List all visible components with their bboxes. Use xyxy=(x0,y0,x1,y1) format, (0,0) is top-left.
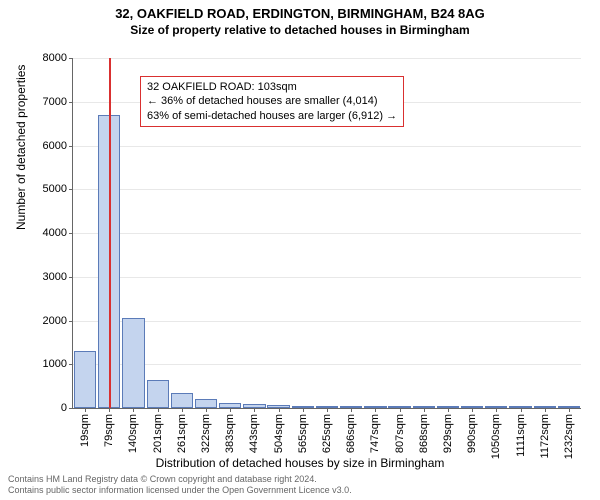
y-tick-label: 1000 xyxy=(43,358,67,370)
gridline xyxy=(73,364,581,365)
x-tick-mark xyxy=(375,408,376,412)
x-tick-label: 1050sqm xyxy=(490,414,502,459)
gridline xyxy=(73,321,581,322)
footer-line: Contains public sector information licen… xyxy=(8,485,352,496)
x-tick-label: 201sqm xyxy=(152,414,164,453)
x-tick-label: 747sqm xyxy=(369,414,381,453)
y-tick-mark xyxy=(69,321,73,322)
annotation-line: ← 36% of detached houses are smaller (4,… xyxy=(147,94,397,108)
y-tick-label: 8000 xyxy=(43,52,67,64)
x-tick-label: 807sqm xyxy=(394,414,406,453)
x-tick-label: 140sqm xyxy=(127,414,139,453)
x-tick-mark xyxy=(158,408,159,412)
gridline xyxy=(73,146,581,147)
plot-area: 01000200030004000500060007000800019sqm79… xyxy=(72,58,580,408)
x-tick-label: 322sqm xyxy=(200,414,212,453)
annotation-line: 63% of semi-detached houses are larger (… xyxy=(147,109,397,123)
x-tick-label: 79sqm xyxy=(103,414,115,447)
y-tick-mark xyxy=(69,58,73,59)
x-tick-mark xyxy=(472,408,473,412)
x-tick-label: 565sqm xyxy=(297,414,309,453)
x-tick-mark xyxy=(521,408,522,412)
annotation-box: 32 OAKFIELD ROAD: 103sqm← 36% of detache… xyxy=(140,76,404,127)
x-tick-mark xyxy=(303,408,304,412)
gridline xyxy=(73,277,581,278)
y-tick-label: 2000 xyxy=(43,315,67,327)
x-tick-mark xyxy=(351,408,352,412)
x-tick-mark xyxy=(569,408,570,412)
histogram-bar xyxy=(122,318,144,408)
property-marker-line xyxy=(109,58,111,408)
y-tick-label: 6000 xyxy=(43,140,67,152)
x-tick-label: 443sqm xyxy=(248,414,260,453)
x-tick-mark xyxy=(206,408,207,412)
x-axis-label: Distribution of detached houses by size … xyxy=(0,456,600,470)
x-tick-label: 1232sqm xyxy=(563,414,575,459)
y-tick-label: 0 xyxy=(61,402,67,414)
x-tick-mark xyxy=(400,408,401,412)
y-tick-mark xyxy=(69,364,73,365)
x-tick-label: 868sqm xyxy=(418,414,430,453)
x-tick-mark xyxy=(109,408,110,412)
gridline xyxy=(73,189,581,190)
y-tick-mark xyxy=(69,277,73,278)
x-tick-label: 383sqm xyxy=(224,414,236,453)
annotation-line: 32 OAKFIELD ROAD: 103sqm xyxy=(147,80,397,94)
x-tick-mark xyxy=(279,408,280,412)
footer-attribution: Contains HM Land Registry data © Crown c… xyxy=(8,474,352,496)
histogram-bar xyxy=(195,399,217,408)
y-tick-label: 3000 xyxy=(43,271,67,283)
x-tick-mark xyxy=(182,408,183,412)
x-tick-label: 686sqm xyxy=(345,414,357,453)
x-tick-label: 625sqm xyxy=(321,414,333,453)
footer-line: Contains HM Land Registry data © Crown c… xyxy=(8,474,352,485)
y-tick-mark xyxy=(69,189,73,190)
x-tick-label: 990sqm xyxy=(466,414,478,453)
histogram-bar xyxy=(74,351,96,408)
chart-container: 32, OAKFIELD ROAD, ERDINGTON, BIRMINGHAM… xyxy=(0,0,600,500)
y-tick-mark xyxy=(69,408,73,409)
x-tick-label: 19sqm xyxy=(79,414,91,447)
x-tick-mark xyxy=(424,408,425,412)
histogram-bar xyxy=(171,393,193,408)
chart-subtitle: Size of property relative to detached ho… xyxy=(0,21,600,37)
y-tick-label: 4000 xyxy=(43,227,67,239)
x-tick-mark xyxy=(448,408,449,412)
gridline xyxy=(73,58,581,59)
x-tick-mark xyxy=(85,408,86,412)
x-tick-mark xyxy=(230,408,231,412)
x-tick-label: 261sqm xyxy=(176,414,188,453)
x-tick-mark xyxy=(545,408,546,412)
gridline xyxy=(73,233,581,234)
x-tick-label: 1111sqm xyxy=(515,414,527,457)
y-tick-mark xyxy=(69,233,73,234)
chart-title: 32, OAKFIELD ROAD, ERDINGTON, BIRMINGHAM… xyxy=(0,0,600,21)
x-tick-mark xyxy=(327,408,328,412)
x-tick-mark xyxy=(496,408,497,412)
y-tick-mark xyxy=(69,146,73,147)
x-tick-label: 504sqm xyxy=(273,414,285,453)
x-tick-mark xyxy=(254,408,255,412)
x-tick-label: 929sqm xyxy=(442,414,454,453)
x-tick-mark xyxy=(133,408,134,412)
y-axis-label: Number of detached properties xyxy=(14,65,28,230)
y-tick-label: 5000 xyxy=(43,183,67,195)
y-tick-mark xyxy=(69,102,73,103)
y-tick-label: 7000 xyxy=(43,96,67,108)
x-tick-label: 1172sqm xyxy=(539,414,551,458)
histogram-bar xyxy=(147,380,169,408)
